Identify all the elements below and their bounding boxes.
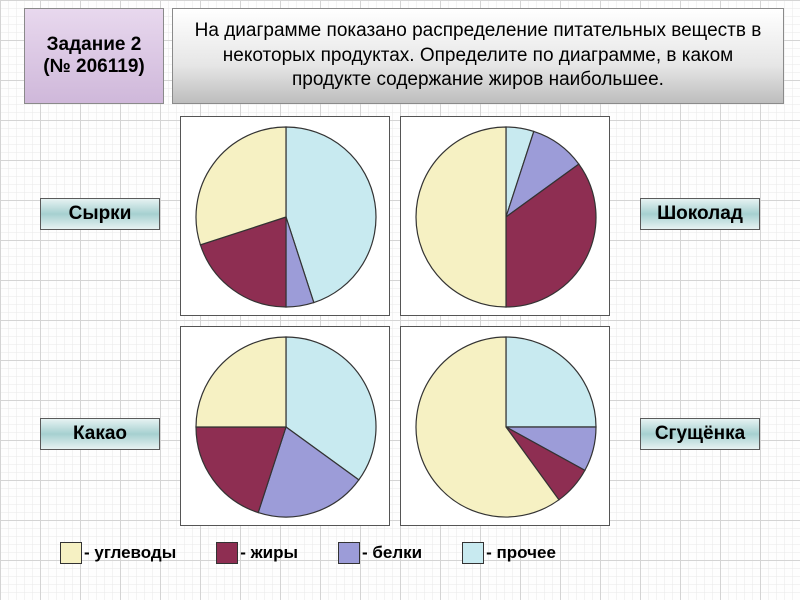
legend-label-fats: - жиры (240, 543, 298, 563)
pie-chart (181, 117, 391, 317)
pie-box-sgush (400, 326, 610, 526)
label-syrki: Сырки (40, 198, 160, 230)
pie-slice-carbs (196, 337, 286, 427)
description-box: На диаграмме показано распределение пита… (172, 8, 784, 104)
legend-label-carbs: - углеводы (84, 543, 176, 563)
pie-slice-other (506, 337, 596, 427)
label-shokolad: Шоколад (640, 198, 760, 230)
task-title: Задание 2 (47, 34, 142, 56)
pie-chart (401, 327, 611, 527)
label-kakao: Какао (40, 418, 160, 450)
task-box: Задание 2 (№ 206119) (24, 8, 164, 104)
pie-chart (401, 117, 611, 317)
label-sgush: Сгущёнка (640, 418, 760, 450)
task-number: (№ 206119) (43, 56, 144, 78)
legend-swatch-fats (216, 542, 238, 564)
pie-box-kakao (180, 326, 390, 526)
legend-item-fats: - жиры (216, 542, 298, 564)
legend-item-other: - прочее (462, 542, 556, 564)
pie-box-syrki (180, 116, 390, 316)
header-row: Задание 2 (№ 206119) На диаграмме показа… (0, 0, 800, 108)
charts-area: Сырки Шоколад Какао Сгущёнка (0, 108, 800, 538)
pie-box-shokolad (400, 116, 610, 316)
legend-label-other: - прочее (486, 543, 556, 563)
legend-swatch-other (462, 542, 484, 564)
legend-item-carbs: - углеводы (60, 542, 176, 564)
legend-swatch-carbs (60, 542, 82, 564)
legend-label-proteins: - белки (362, 543, 422, 563)
legend: - углеводы - жиры - белки - прочее (0, 538, 800, 564)
legend-item-proteins: - белки (338, 542, 422, 564)
pie-chart (181, 327, 391, 527)
pie-slice-carbs (416, 127, 506, 307)
legend-swatch-proteins (338, 542, 360, 564)
